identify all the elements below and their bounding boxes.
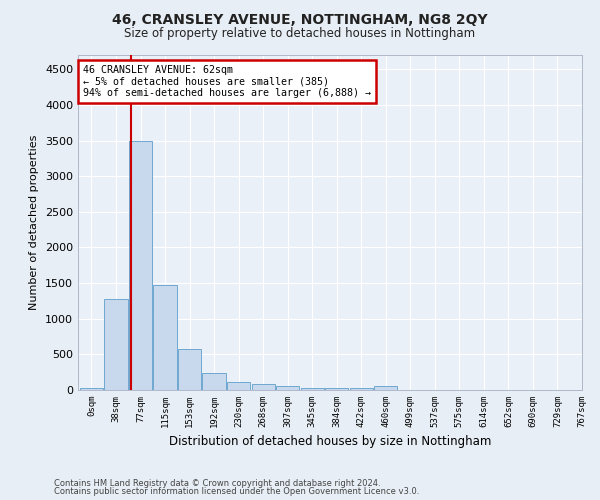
X-axis label: Distribution of detached houses by size in Nottingham: Distribution of detached houses by size … [169, 436, 491, 448]
Text: Contains public sector information licensed under the Open Government Licence v3: Contains public sector information licen… [54, 487, 419, 496]
Text: 46 CRANSLEY AVENUE: 62sqm
← 5% of detached houses are smaller (385)
94% of semi-: 46 CRANSLEY AVENUE: 62sqm ← 5% of detach… [83, 65, 371, 98]
Text: Size of property relative to detached houses in Nottingham: Size of property relative to detached ho… [124, 28, 476, 40]
Bar [251, 384, 275, 390]
Bar [178, 348, 201, 390]
Bar [301, 388, 324, 390]
Y-axis label: Number of detached properties: Number of detached properties [29, 135, 40, 310]
Bar [104, 299, 128, 390]
Bar [129, 140, 152, 390]
Bar [374, 386, 397, 390]
Bar [276, 386, 299, 390]
Text: 46, CRANSLEY AVENUE, NOTTINGHAM, NG8 2QY: 46, CRANSLEY AVENUE, NOTTINGHAM, NG8 2QY [112, 12, 488, 26]
Bar [80, 388, 103, 390]
Bar [325, 388, 349, 390]
Text: Contains HM Land Registry data © Crown copyright and database right 2024.: Contains HM Land Registry data © Crown c… [54, 478, 380, 488]
Bar [202, 373, 226, 390]
Bar [350, 388, 373, 390]
Bar [227, 382, 250, 390]
Bar [154, 285, 177, 390]
